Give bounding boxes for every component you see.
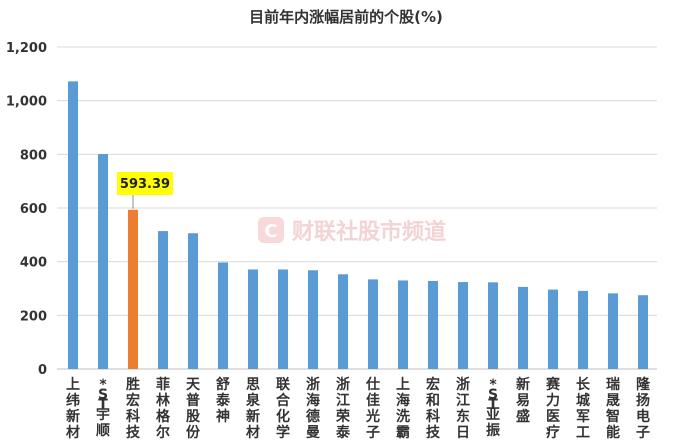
bar-3 [158,231,168,369]
x-category-label: 宏和科技 [426,376,441,441]
bar-16 [548,289,558,369]
bar-18 [608,293,618,369]
bar-9 [338,274,348,369]
bar-12 [428,280,438,369]
x-category-label: * S T 宇顺 [96,377,110,439]
bar-4 [188,233,198,369]
x-category-label: * S T 亚振 [486,377,500,439]
x-category-label: 瑞晟智能 [605,376,620,441]
bar-13 [458,282,468,369]
y-tick-label: 1,000 [6,95,47,110]
x-category-label: 上海洗霸 [396,377,410,441]
bar-1 [98,154,108,369]
bar-14 [488,282,498,369]
annotation-label: 593.39 [120,177,170,192]
y-tick-label: 0 [38,363,47,378]
bar-10 [368,279,378,369]
bar-6 [248,269,258,369]
bar-7 [278,269,288,369]
bar-19 [638,295,648,369]
x-category-label: 浙江荣泰 [335,376,351,441]
x-category-label: 菲林格尔 [156,376,171,441]
x-category-label: 长城军工 [576,376,591,441]
x-category-label: 胜宏科技 [126,377,141,441]
chart-title: 目前年内涨幅居前的个股(%) [249,8,443,26]
x-category-label: 隆扬电子 [636,376,651,441]
caixin-logo-letter: C [264,221,277,242]
bars [68,81,648,369]
watermark: C 财联社股市频道 [258,217,446,245]
bar-15 [518,286,528,369]
bar-11 [398,280,408,369]
x-category-label: 仕佳光子 [365,376,380,441]
y-tick-label: 200 [20,309,47,324]
caixin-logo-icon [258,217,284,243]
bar-5 [218,262,228,369]
x-category-label: 浙江东日 [456,376,470,441]
x-category-label: 天普股份 [186,377,201,441]
watermark-text: 财联社股市频道 [292,219,446,245]
x-category-label: 联合化学 [276,377,291,441]
gridlines [57,46,657,370]
x-category-label: 浙海德曼 [306,376,320,441]
value-annotation: 593.39 [117,172,173,209]
x-category-label: 思泉新材 [246,377,261,441]
x-category-label: 赛力医疗 [545,376,561,441]
annotation-box [117,172,173,195]
bar-8 [308,270,318,369]
y-tick-label: 800 [20,148,47,163]
bar-17 [578,290,588,369]
x-category-label: 上纬新材 [66,377,80,441]
bar-2 [128,209,138,369]
y-tick-label: 1,200 [6,41,47,56]
y-tick-label: 400 [20,256,47,271]
bar-0 [68,81,78,369]
y-axis-ticks: 0 200 400 600 800 1,000 1,200 [6,41,47,378]
x-category-label: 舒泰神 [215,376,231,425]
y-tick-label: 600 [20,202,47,217]
x-category-label: 新易盛 [516,376,530,425]
